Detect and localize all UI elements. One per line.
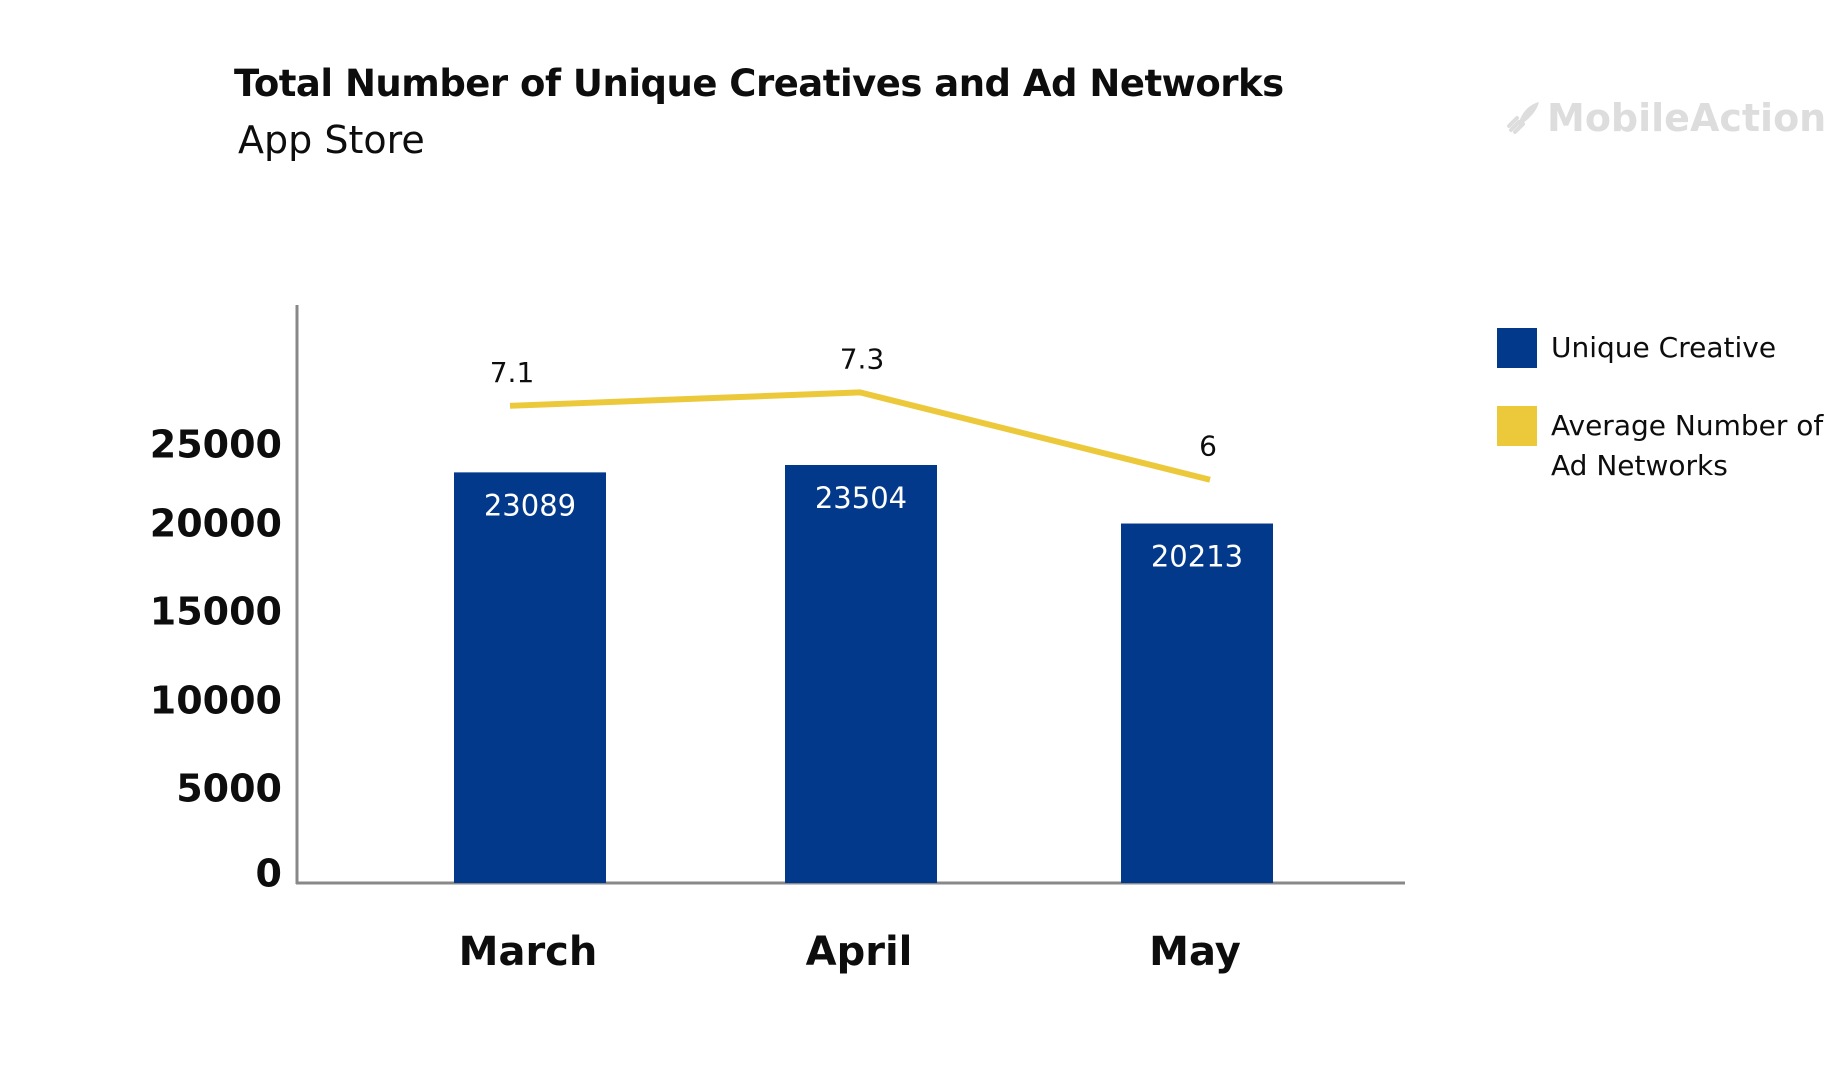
bar-value-label: 23089 [484,488,576,522]
bar-march [454,472,606,883]
legend: Unique Creative Average Number of Ad Net… [1497,328,1848,524]
rocket-icon [1507,102,1539,134]
y-tick-label: 25000 [150,423,282,467]
legend-item-ad-networks: Average Number of Ad Networks [1497,406,1848,486]
x-tick-label: April [806,929,913,975]
chart-subtitle: App Store [238,118,425,162]
x-tick-label: March [459,929,598,975]
bar-april [785,464,937,883]
y-tick-label: 0 [256,852,282,896]
y-tick-label: 15000 [150,590,282,634]
x-tick-label: May [1149,929,1241,975]
y-tick-label: 20000 [150,502,282,546]
line-value-label: 7.1 [490,356,535,389]
bar-value-label: 20213 [1151,540,1243,574]
line-value-label: 7.3 [840,342,885,375]
line-value-label: 6 [1199,430,1217,463]
brand-logo: MobileAction [1505,96,1826,140]
legend-label-unique-creative: Unique Creative [1551,331,1777,364]
y-tick-label: 5000 [176,767,282,811]
chart-title: Total Number of Unique Creatives and Ad … [234,62,1284,105]
legend-swatch-line [1497,406,1537,446]
y-tick-label: 10000 [150,679,282,723]
bar-may [1121,523,1273,883]
legend-item-unique-creative: Unique Creative [1497,328,1848,368]
line-ad-networks [509,389,1211,483]
legend-swatch-bar [1497,328,1537,368]
legend-label-ad-networks: Average Number of Ad Networks [1551,409,1824,482]
brand-name: MobileAction [1547,96,1827,140]
bar-value-label: 23504 [815,481,907,515]
